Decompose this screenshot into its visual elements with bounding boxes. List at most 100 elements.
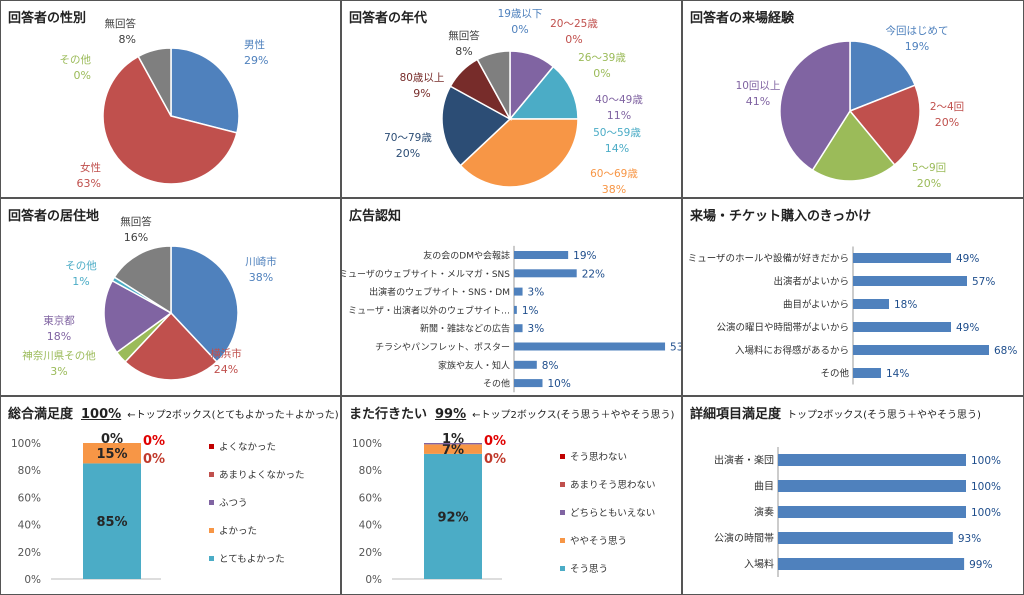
stack-value-label: 0% — [143, 434, 165, 449]
slice-label: 横浜市 — [210, 347, 242, 360]
legend-label: そう思わない — [570, 452, 627, 463]
bar-chart-detail: 出演者・楽団 100% 曲目 100% 演奏 100% 公演の時間帯 93% 入場料 99% — [714, 447, 1001, 577]
slice-value: 16% — [124, 231, 148, 244]
pie-slice — [476, 50, 511, 120]
stack-value-label: 0% — [101, 432, 123, 447]
slice-label: 無回答 — [120, 215, 152, 228]
bar-value-label: 93% — [958, 533, 981, 545]
bar — [778, 480, 966, 492]
legend-label: あまりよくなかった — [219, 470, 305, 481]
legend-swatch — [209, 500, 214, 505]
chart-title: また行きたい 99% ←トップ2ボックス(そう思う＋ややそう思う) — [349, 403, 674, 422]
slice-label: 無回答 — [105, 17, 137, 30]
bar-category-label: ミューザ・出演者以外のウェブサイト… — [348, 304, 510, 316]
chart-title: 回答者の年代 — [349, 11, 428, 26]
legend-label: とてもよかった — [219, 554, 285, 565]
slice-value: 29% — [244, 54, 268, 67]
bar-value-label: 49% — [956, 322, 979, 334]
y-tick-label: 80% — [18, 465, 41, 477]
y-tick-label: 100% — [352, 438, 382, 450]
slice-value: 9% — [413, 87, 430, 100]
slice-label: 40～49歳 — [595, 94, 643, 106]
slice-label: 20～25歳 — [550, 18, 598, 30]
slice-label: 今回はじめて — [886, 24, 949, 37]
title-text: また行きたい — [349, 407, 428, 422]
bar — [853, 299, 889, 309]
slice-value: 0% — [593, 67, 610, 80]
pie-slice — [103, 279, 173, 354]
legend-label: ややそう思う — [570, 536, 627, 547]
bar — [853, 345, 989, 355]
headline-percent: 99% — [435, 407, 467, 422]
legend-label: ふつう — [219, 498, 248, 509]
legend-swatch — [209, 556, 214, 561]
y-tick-label: 80% — [359, 465, 382, 477]
bar — [514, 251, 569, 259]
bar — [853, 322, 951, 332]
panel-detail-satisfaction: 詳細項目満足度 トップ2ボックス(そう思う＋ややそう思う) 出演者・楽団 100% 曲… — [682, 396, 1024, 595]
bar-value-label: 68% — [994, 345, 1017, 357]
slice-label: 80歳以上 — [400, 72, 445, 84]
bar-value-label: 3% — [528, 323, 545, 335]
bar-category-label: 友の会のDMや会報誌 — [423, 250, 510, 262]
y-tick-label: 0% — [24, 574, 41, 586]
pie-slice — [170, 47, 240, 134]
slice-label: 東京都 — [43, 314, 75, 327]
legend-swatch — [560, 482, 565, 487]
bar-category-label: その他 — [820, 368, 849, 380]
bar — [778, 506, 966, 518]
bar-value-label: 3% — [528, 287, 545, 299]
bar-value-label: 10% — [548, 378, 571, 390]
slice-label: その他 — [65, 259, 97, 272]
stack-value-label: 15% — [96, 447, 127, 462]
bar — [778, 532, 953, 544]
slice-value: 20% — [917, 177, 941, 190]
pie-slice — [779, 40, 851, 172]
legend-label: よかった — [219, 526, 257, 537]
pie-slice — [811, 109, 896, 182]
slice-value: 18% — [47, 330, 71, 343]
pie-slice — [113, 245, 172, 315]
stack-segment — [83, 463, 141, 579]
slice-value: 20% — [935, 116, 959, 129]
y-tick-label: 20% — [359, 547, 382, 559]
legend-swatch — [209, 528, 214, 533]
panel-visits: 回答者の来場経験 今回はじめて 19% 2～4回 20% 5～9回 20% 10回以上 41% — [682, 0, 1024, 198]
headline-note: ←トップ2ボックス(とてもよかった＋よかった) — [127, 410, 339, 421]
y-tick-label: 0% — [365, 574, 382, 586]
pie-chart-residence: 川崎市 38% 横浜市 24% 神奈川県その他 3% 東京都 18% その他 1% 無回答 16% — [22, 215, 277, 381]
title-text: 詳細項目満足度 — [690, 407, 782, 422]
bar-category-label: 公演の曜日や時間帯がよいから — [716, 322, 849, 334]
slice-label: 男性 — [244, 38, 265, 51]
slice-label: 70～79歳 — [384, 132, 432, 144]
pie-chart-visits: 今回はじめて 19% 2～4回 20% 5～9回 20% 10回以上 41% — [736, 24, 965, 190]
title-text: 総合満足度 — [8, 407, 74, 422]
legend-swatch — [560, 454, 565, 459]
bar-value-label: 18% — [894, 299, 917, 311]
bar-value-label: 14% — [886, 368, 909, 380]
stacked-bar-overall: 100%80%60%40%20%0%85%15%0%0%0% よくなかったあまりよ… — [11, 432, 305, 586]
legend-label: どちらともいえない — [570, 508, 655, 519]
stack-value-label: 92% — [437, 510, 468, 525]
pie-chart-age: 19歳以下 0% 20～25歳 0% 26～39歳 0% 40～49歳 11% 50～59歳 14… — [384, 8, 643, 196]
bar — [778, 454, 966, 466]
bar-value-label: 53% — [670, 342, 682, 354]
bar — [853, 253, 951, 263]
bar-category-label: 出演者・楽団 — [714, 454, 774, 467]
stack-value-label: 0% — [484, 452, 506, 467]
slice-label: 19歳以下 — [498, 8, 543, 20]
bar-value-label: 19% — [573, 250, 596, 262]
slice-value: 3% — [50, 365, 67, 378]
panel-ad-awareness: 広告認知 友の会のDMや会報誌 19% ミューザのウェブサイト・メルマガ・SNS 22… — [341, 198, 682, 396]
pie-slice — [102, 55, 238, 185]
headline-note: ←トップ2ボックス(そう思う＋ややそう思う) — [472, 410, 675, 421]
stack-value-label: 1% — [442, 432, 464, 447]
bar-value-label: 1% — [522, 305, 539, 317]
bar-category-label: 公演の時間帯 — [714, 532, 774, 545]
stack-segment — [424, 443, 482, 445]
slice-label: 無回答 — [448, 29, 480, 42]
bar-value-label: 99% — [969, 559, 992, 571]
legend-swatch — [560, 566, 565, 571]
pie-slice — [849, 40, 917, 113]
bar-category-label: 出演者がよいから — [773, 276, 849, 288]
